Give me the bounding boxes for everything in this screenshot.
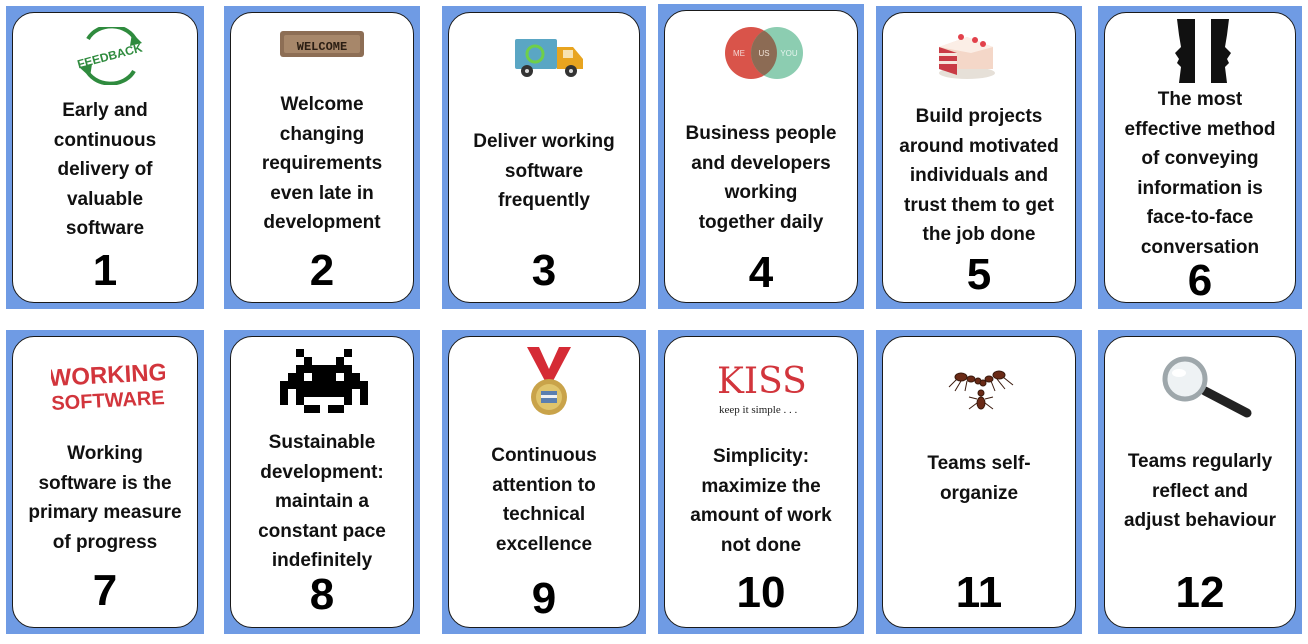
- principle-card-2: WELCOME Welcome changing requirements ev…: [224, 6, 420, 309]
- svg-text:ME: ME: [733, 49, 745, 58]
- welcome-mat-icon: WELCOME: [280, 31, 364, 57]
- principle-card-1: FEEDBACK Early and continuous delivery o…: [6, 6, 204, 309]
- ants-icon: [948, 370, 1014, 410]
- principle-text: Build projects around motivated individu…: [899, 106, 1059, 245]
- working-software-stamp-icon: WORKING SOFTWARE: [51, 359, 165, 415]
- principle-number: 9: [531, 574, 557, 623]
- svg-text:US: US: [758, 49, 769, 58]
- principle-number: 4: [748, 248, 774, 297]
- magnifying-glass-icon: [1162, 356, 1252, 418]
- principle-number: 3: [531, 246, 557, 295]
- principle-number: 12: [1175, 568, 1225, 617]
- principle-card-6: The most effective method of conveying i…: [1098, 6, 1302, 309]
- principle-text: Teams self- organize: [927, 453, 1031, 504]
- principle-card-4: ME US YOU Business people and developers…: [658, 4, 864, 309]
- svg-text:WELCOME: WELCOME: [297, 40, 347, 54]
- svg-text:KISS: KISS: [717, 361, 807, 402]
- svg-text:FEEDBACK: FEEDBACK: [76, 41, 144, 72]
- principle-number: 6: [1187, 256, 1213, 305]
- principle-text: Business people and developers working t…: [685, 123, 837, 233]
- feedback-icon: FEEDBACK: [76, 27, 144, 85]
- principle-card-7: WORKING SOFTWARE Working software is the…: [6, 330, 204, 634]
- delivery-truck-icon: [515, 39, 583, 77]
- principle-card-10: KISS keep it simple . . . Simplicity: ma…: [658, 330, 864, 634]
- svg-text:SOFTWARE: SOFTWARE: [51, 387, 165, 415]
- svg-text:YOU: YOU: [780, 49, 798, 58]
- principle-number: 5: [966, 250, 992, 299]
- principle-text: Early and continuous delivery of valuabl…: [53, 100, 157, 239]
- principle-text: Continuous attention to technical excell…: [491, 445, 597, 555]
- principle-text: The most effective method of conveying i…: [1124, 89, 1276, 258]
- kiss-icon: KISS keep it simple . . .: [717, 361, 807, 416]
- faces-icon: [1175, 19, 1231, 83]
- principle-text: Deliver working software frequently: [473, 131, 615, 211]
- principle-card-12: Teams regularly reflect and adjust behav…: [1098, 330, 1302, 634]
- principle-card-11: Teams self- organize 11: [876, 330, 1082, 634]
- svg-text:keep it simple . . .: keep it simple . . .: [719, 404, 797, 416]
- principle-text: Simplicity: maximize the amount of work …: [690, 446, 832, 556]
- principle-number: 2: [309, 246, 335, 295]
- medal-icon: [527, 347, 571, 415]
- principle-text: Welcome changing requirements even late …: [261, 94, 383, 233]
- principle-card-5: Build projects around motivated individu…: [876, 6, 1082, 309]
- principle-number: 10: [736, 568, 786, 617]
- principle-number: 8: [309, 570, 335, 619]
- principle-card-8: Sustainable development: maintain a cons…: [224, 330, 420, 634]
- principle-number: 1: [92, 246, 118, 295]
- principle-text: Sustainable development: maintain a cons…: [258, 432, 386, 571]
- principle-card-9: Continuous attention to technical excell…: [442, 330, 646, 634]
- principle-text: Working software is the primary measure …: [28, 443, 182, 553]
- space-invader-icon: [280, 349, 368, 413]
- svg-text:WORKING: WORKING: [51, 359, 165, 392]
- principle-text: Teams regularly reflect and adjust behav…: [1123, 451, 1277, 531]
- principle-card-3: Deliver working software frequently 3: [442, 6, 646, 309]
- cake-icon: [939, 34, 995, 79]
- venn-diagram-icon: ME US YOU: [725, 27, 803, 79]
- principle-number: 7: [92, 566, 118, 615]
- principle-number: 11: [955, 568, 1003, 617]
